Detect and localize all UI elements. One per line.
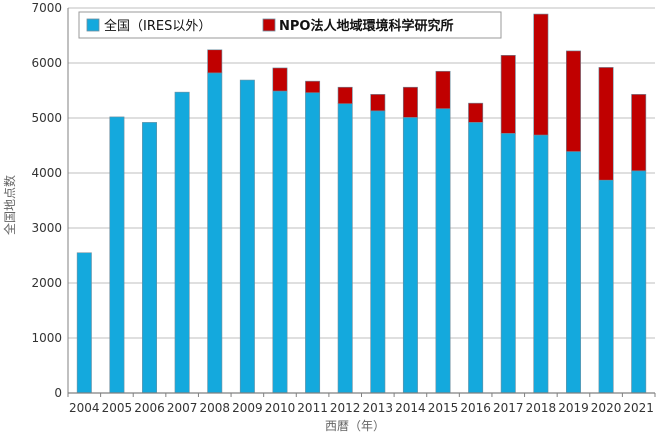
x-tick-label-2013: 2013: [363, 401, 394, 415]
x-tick-label-2007: 2007: [167, 401, 198, 415]
bar-npo-2008: [207, 49, 223, 74]
bar-npo-2012: [337, 86, 353, 104]
legend-swatch-npo: [262, 18, 276, 32]
x-tick-label-2015: 2015: [428, 401, 459, 415]
x-tick-label-2004: 2004: [69, 401, 100, 415]
grid-lines: [68, 7, 655, 339]
bar-npo-2010: [272, 67, 288, 92]
x-tick-labels: 2004 2005 2006 2007 2008 2009 2010 2011 2012 2013…: [69, 401, 654, 415]
x-tick-label-2011: 2011: [297, 401, 328, 415]
bar-npo-2018: [533, 13, 549, 136]
bar-npo-2020: [598, 67, 614, 181]
x-tick-label-2010: 2010: [265, 401, 296, 415]
bar-nationwide-2005: [109, 116, 125, 394]
x-tick-label-2012: 2012: [330, 401, 361, 415]
y-tick-label-2000: 2000: [31, 276, 62, 290]
bar-nationwide-2014: [402, 117, 418, 394]
bar-nationwide-2008: [207, 72, 223, 394]
x-tick-label-2005: 2005: [102, 401, 133, 415]
bar-nationwide-2007: [174, 91, 190, 394]
y-tick-label-7000: 7000: [31, 1, 62, 15]
x-tick-label-2017: 2017: [493, 401, 524, 415]
bar-npo-2011: [305, 80, 321, 94]
bar-npo-2021: [631, 94, 647, 172]
bar-npo-2019: [565, 50, 581, 152]
bar-series: [76, 13, 647, 394]
y-tick-label-0: 0: [54, 386, 62, 400]
bar-nationwide-2010: [272, 90, 288, 394]
bar-nationwide-2006: [142, 122, 158, 394]
legend: 全国（IRES以外） NPO法人地域環境科学研究所: [78, 11, 502, 39]
x-tick-label-2016: 2016: [460, 401, 491, 415]
bar-nationwide-2004: [76, 252, 92, 394]
bar-nationwide-2016: [468, 122, 484, 394]
y-tick-label-4000: 4000: [31, 166, 62, 180]
bar-nationwide-2019: [565, 151, 581, 394]
x-axis-title: 西暦（年）: [325, 419, 385, 433]
x-tick-label-2020: 2020: [591, 401, 622, 415]
x-tick-label-2008: 2008: [199, 401, 230, 415]
bar-nationwide-2011: [305, 92, 321, 394]
x-tick-label-2009: 2009: [232, 401, 263, 415]
y-tick-label-5000: 5000: [31, 111, 62, 125]
bar-npo-2017: [500, 54, 516, 134]
y-axis-title: 全国地点数: [2, 175, 17, 235]
legend-frame: [78, 11, 502, 39]
x-tick-label-2006: 2006: [134, 401, 165, 415]
legend-label-nationwide: 全国（IRES以外）: [104, 18, 211, 34]
y-tick-labels: 0 1000 2000 3000 4000 5000 6000 7000: [31, 1, 62, 400]
bar-nationwide-2015: [435, 108, 451, 394]
y-tick-label-6000: 6000: [31, 56, 62, 70]
bar-npo-2016: [468, 102, 484, 123]
y-tick-label-1000: 1000: [31, 331, 62, 345]
legend-label-npo: NPO法人地域環境科学研究所: [279, 18, 453, 34]
bar-nationwide-2009: [239, 79, 255, 394]
x-tick-label-2019: 2019: [558, 401, 589, 415]
legend-swatch-nationwide: [86, 18, 100, 32]
bar-nationwide-2017: [500, 133, 516, 394]
x-tick-label-2014: 2014: [395, 401, 426, 415]
bar-npo-2013: [370, 94, 386, 112]
bar-nationwide-2018: [533, 134, 549, 394]
bar-nationwide-2021: [631, 170, 647, 394]
bar-nationwide-2013: [370, 110, 386, 394]
y-tick-label-3000: 3000: [31, 221, 62, 235]
axes: [67, 8, 656, 397]
x-tick-label-2018: 2018: [526, 401, 557, 415]
bar-nationwide-2020: [598, 179, 614, 394]
bar-npo-2014: [402, 86, 418, 118]
bar-npo-2015: [435, 70, 451, 109]
x-tick-label-2021: 2021: [623, 401, 654, 415]
bar-nationwide-2012: [337, 103, 353, 394]
